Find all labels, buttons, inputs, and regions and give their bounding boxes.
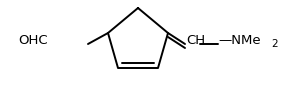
Text: OHC: OHC — [18, 33, 48, 47]
Text: 2: 2 — [271, 39, 278, 49]
Text: CH: CH — [186, 33, 205, 47]
Text: —NMe: —NMe — [218, 33, 261, 47]
